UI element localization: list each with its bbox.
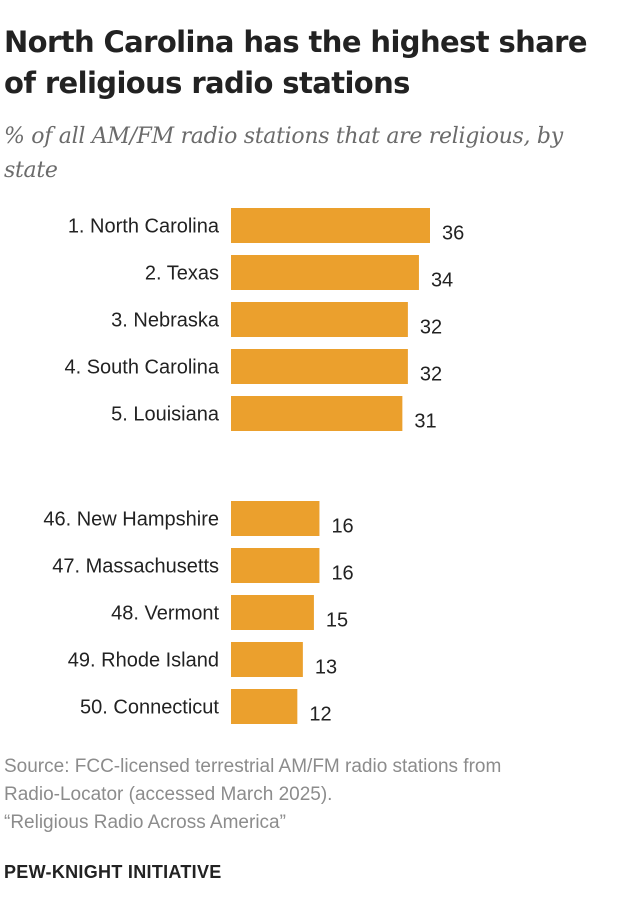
- category-label: 5. Louisiana: [111, 404, 220, 426]
- source-note: Source: FCC-licensed terrestrial AM/FM r…: [4, 753, 616, 837]
- category-label: 48. Vermont: [111, 603, 219, 625]
- bar: [231, 349, 408, 384]
- bar: [231, 302, 408, 337]
- bar: [231, 208, 430, 243]
- value-label: 32: [420, 317, 442, 339]
- bar: [231, 255, 419, 290]
- footer-rule-line: [0, 895, 620, 908]
- category-label: 4. South Carolina: [64, 357, 219, 379]
- footer-rule: [0, 895, 620, 908]
- category-label: 1. North Carolina: [68, 216, 220, 238]
- source-note-line: Radio-Locator (accessed March 2025).: [4, 784, 333, 805]
- bar: [231, 548, 320, 583]
- value-label: 16: [331, 516, 353, 538]
- source-note-line: “Religious Radio Across America”: [4, 812, 286, 833]
- bar: [231, 689, 298, 724]
- value-label: 12: [309, 704, 331, 726]
- value-label: 31: [414, 411, 436, 433]
- category-label: 50. Connecticut: [80, 697, 219, 719]
- bar: [231, 642, 303, 677]
- source-note-line: Source: FCC-licensed terrestrial AM/FM r…: [4, 756, 502, 777]
- category-label: 47. Massachusetts: [52, 556, 219, 578]
- chart-subtitle: % of all AM/FM radio stations that are r…: [4, 124, 563, 183]
- value-label: 16: [331, 563, 353, 585]
- value-label: 13: [315, 657, 337, 679]
- chart-title: North Carolina has the highest share of …: [4, 25, 588, 100]
- value-label: 36: [442, 223, 464, 245]
- value-label: 34: [431, 270, 453, 292]
- category-label: 3. Nebraska: [111, 310, 220, 332]
- category-label: 46. New Hampshire: [43, 509, 219, 531]
- brand-label: PEW-KNIGHT INITIATIVE: [4, 862, 222, 882]
- bar: [231, 396, 403, 431]
- category-label: 49. Rhode Island: [68, 650, 219, 672]
- bar: [231, 595, 314, 630]
- bar: [231, 501, 320, 536]
- bar-chart: 1. North Carolina 36 2. Texas 34 3. Nebraska…: [43, 208, 464, 726]
- category-label: 2. Texas: [145, 263, 219, 285]
- value-label: 15: [326, 610, 348, 632]
- value-label: 32: [420, 364, 442, 386]
